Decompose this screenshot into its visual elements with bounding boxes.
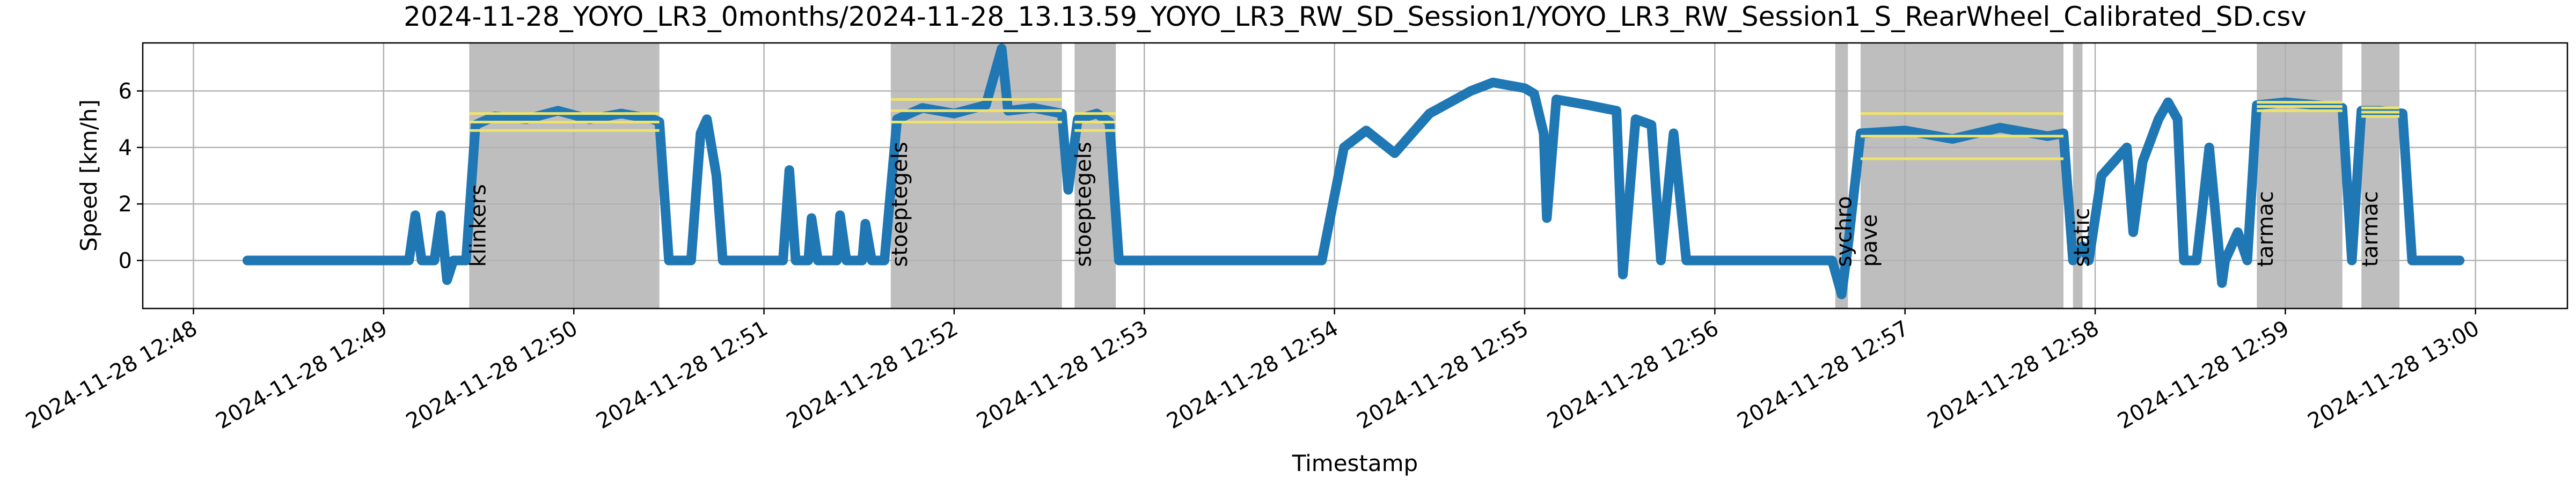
span-label: static bbox=[2070, 208, 2095, 267]
x-tick-label: 2024-11-28 12:55 bbox=[1353, 316, 1533, 434]
y-tick-label: 6 bbox=[119, 79, 132, 104]
x-tick-label: 2024-11-28 12:56 bbox=[1543, 316, 1723, 434]
labeled-span bbox=[2073, 43, 2083, 308]
x-tick-label: 2024-11-28 12:58 bbox=[1923, 316, 2103, 434]
span-label: stoeptegels bbox=[1071, 142, 1096, 267]
y-axis-label: Speed [km/h] bbox=[76, 99, 102, 252]
span-label: tarmac bbox=[2253, 191, 2278, 267]
labeled-span bbox=[469, 43, 660, 308]
span-label: tarmac bbox=[2358, 191, 2383, 267]
x-tick-label: 2024-11-28 12:50 bbox=[402, 316, 582, 434]
x-tick-label: 2024-11-28 12:53 bbox=[972, 316, 1152, 434]
y-tick-label: 2 bbox=[119, 192, 132, 217]
labeled-span bbox=[2361, 43, 2399, 308]
labeled-span bbox=[2257, 43, 2343, 308]
span-label: pave bbox=[1857, 214, 1882, 267]
labeled-span bbox=[890, 43, 1062, 308]
chart-title: 2024-11-28_YOYO_LR3_0months/2024-11-28_1… bbox=[404, 1, 2307, 32]
x-tick-label: 2024-11-28 12:57 bbox=[1733, 316, 1913, 434]
y-tick-label: 4 bbox=[119, 136, 132, 160]
x-axis-label: Timestamp bbox=[1292, 450, 1418, 476]
labeled-span bbox=[1860, 43, 2063, 308]
span-label: klinkers bbox=[466, 184, 491, 267]
x-tick-label: 2024-11-28 12:51 bbox=[592, 316, 772, 434]
x-tick-label: 2024-11-28 12:52 bbox=[782, 316, 962, 434]
x-tick-label: 2024-11-28 12:48 bbox=[21, 316, 201, 434]
speed-line bbox=[242, 43, 2465, 299]
y-tick-label: 0 bbox=[119, 248, 132, 273]
x-tick-label: 2024-11-28 13:00 bbox=[2304, 316, 2484, 434]
plot-frame bbox=[142, 42, 2568, 310]
x-tick-label: 2024-11-28 12:49 bbox=[212, 316, 392, 434]
span-label: stoeptegels bbox=[888, 142, 912, 267]
span-label: sychro bbox=[1832, 196, 1857, 267]
x-tick-label: 2024-11-28 12:54 bbox=[1162, 316, 1342, 434]
x-tick-label: 2024-11-28 12:59 bbox=[2113, 316, 2293, 434]
